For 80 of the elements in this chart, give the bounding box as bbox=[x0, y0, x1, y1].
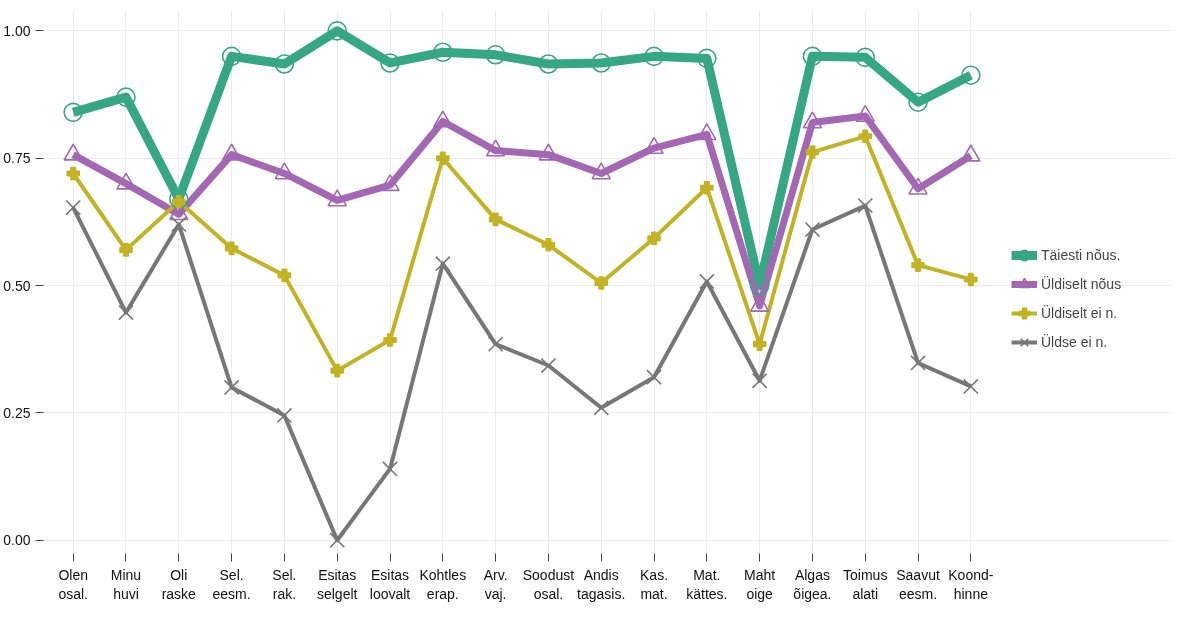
point bbox=[911, 258, 925, 272]
x-tick-label: Kohtles erap. bbox=[419, 566, 467, 602]
x-tick-label: Arv. vaj. bbox=[483, 566, 508, 602]
x-tick-label: Koond- hinne bbox=[948, 566, 994, 602]
point bbox=[591, 53, 612, 73]
x-tick-label: Esitas selgelt bbox=[316, 566, 358, 602]
x-tick-label: Maht oige bbox=[744, 566, 776, 602]
point bbox=[118, 304, 134, 321]
point bbox=[436, 151, 450, 166]
y-tick-label: 0.00 bbox=[3, 532, 31, 549]
point bbox=[751, 372, 768, 389]
point bbox=[119, 243, 133, 257]
x-tick-label: Kas. mat. bbox=[640, 566, 669, 602]
point bbox=[594, 276, 609, 290]
x-tick-label: Esitas loovalt bbox=[369, 566, 411, 602]
point bbox=[276, 407, 293, 424]
point bbox=[380, 53, 400, 73]
point bbox=[116, 87, 136, 107]
x-tick-label: Andis tagasis. bbox=[577, 566, 626, 602]
point bbox=[485, 45, 506, 65]
point bbox=[433, 42, 453, 63]
point bbox=[223, 379, 240, 396]
x-tick-label: Algas õigea. bbox=[793, 566, 832, 602]
point bbox=[65, 199, 82, 216]
point bbox=[593, 399, 610, 416]
point bbox=[697, 48, 717, 69]
point bbox=[855, 47, 876, 68]
legend-label: Üldiselt nõus bbox=[1041, 276, 1122, 292]
x-tick-label: Sel. eesm. bbox=[212, 566, 251, 602]
legend-label: Üldiselt ei n. bbox=[1041, 305, 1118, 321]
x-tick-label: Toimus alati bbox=[843, 566, 888, 602]
point bbox=[383, 333, 397, 347]
point bbox=[327, 21, 347, 41]
point bbox=[962, 378, 979, 395]
x-tick-label: Oli raske bbox=[161, 566, 197, 602]
point bbox=[540, 357, 557, 374]
point bbox=[857, 197, 874, 214]
point bbox=[647, 231, 661, 245]
x-tick-label: Sel. rak. bbox=[272, 566, 297, 602]
y-tick-label: 1.00 bbox=[3, 22, 31, 39]
x-tick-label: Soodust osal. bbox=[522, 566, 575, 602]
point bbox=[434, 255, 451, 272]
legend-label: Üldse ei n. bbox=[1041, 334, 1108, 350]
point bbox=[488, 212, 503, 227]
point bbox=[964, 272, 978, 287]
point bbox=[63, 102, 83, 123]
point bbox=[646, 369, 662, 386]
point bbox=[644, 46, 664, 67]
point bbox=[749, 275, 770, 296]
point bbox=[910, 355, 926, 371]
point bbox=[858, 129, 873, 144]
y-tick-label: 0.50 bbox=[3, 277, 31, 294]
y-tick-label: 0.25 bbox=[3, 404, 31, 421]
point bbox=[908, 92, 928, 112]
point bbox=[224, 241, 239, 256]
point bbox=[698, 273, 715, 290]
point bbox=[221, 46, 242, 67]
legend-label: Täiesti nõus. bbox=[1041, 247, 1121, 263]
x-tick-label: Mat. kättes. bbox=[686, 566, 728, 602]
point bbox=[170, 216, 187, 233]
point bbox=[168, 189, 189, 209]
point bbox=[487, 336, 504, 352]
point bbox=[538, 54, 559, 74]
x-tick-label: Saavut eesm. bbox=[896, 566, 940, 602]
point bbox=[752, 337, 767, 351]
point bbox=[330, 363, 344, 378]
point bbox=[66, 166, 80, 181]
point bbox=[382, 461, 398, 477]
point bbox=[700, 180, 714, 195]
point bbox=[805, 145, 820, 159]
point bbox=[961, 65, 981, 85]
point bbox=[274, 54, 295, 74]
point bbox=[329, 532, 346, 549]
y-tick-label: 0.75 bbox=[3, 150, 31, 167]
x-tick-label: Minu huvi bbox=[110, 566, 142, 602]
point bbox=[277, 268, 292, 283]
point bbox=[541, 238, 556, 252]
point bbox=[802, 46, 823, 67]
x-tick-label: Olen osal. bbox=[58, 566, 88, 602]
point bbox=[804, 221, 821, 238]
